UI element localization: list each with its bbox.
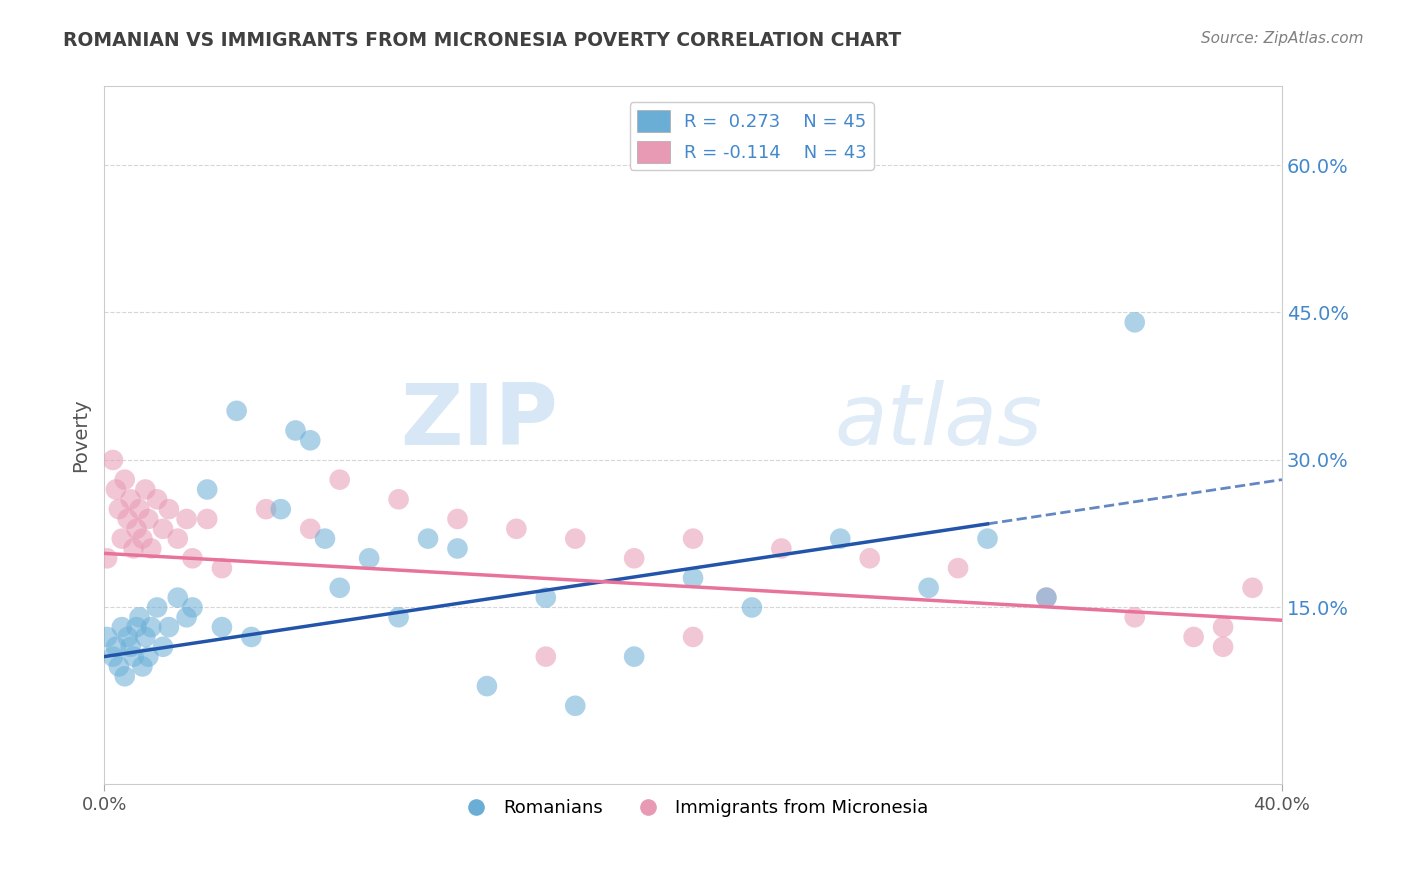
Point [134,483,156,497]
Point [284,424,307,438]
Point [475,679,498,693]
Point [1123,315,1146,329]
Point [141,541,163,556]
Point [122,649,145,664]
Point [152,522,174,536]
Point [387,610,409,624]
Point [505,522,527,536]
Point [682,571,704,585]
Point [120,640,142,654]
Point [254,502,277,516]
Point [976,532,998,546]
Point [299,434,322,448]
Point [146,600,169,615]
Point [152,640,174,654]
Point [859,551,882,566]
Point [125,620,148,634]
Point [359,551,381,566]
Point [195,483,218,497]
Point [136,649,159,664]
Point [181,551,204,566]
Point [446,541,468,556]
Point [946,561,969,575]
Point [1035,591,1057,605]
Point [128,610,150,624]
Point [917,581,939,595]
Point [564,698,586,713]
Point [131,659,153,673]
Point [101,649,124,664]
Legend: Romanians, Immigrants from Micronesia: Romanians, Immigrants from Micronesia [451,792,935,824]
Point [329,473,352,487]
Point [314,532,336,546]
Text: Source: ZipAtlas.com: Source: ZipAtlas.com [1201,31,1364,46]
Point [104,640,127,654]
Point [534,591,557,605]
Text: ZIP: ZIP [399,380,558,463]
Point [181,600,204,615]
Point [96,630,118,644]
Point [1212,620,1234,634]
Point [387,492,409,507]
Point [623,649,645,664]
Point [176,610,198,624]
Point [564,532,586,546]
Point [623,551,645,566]
Point [108,502,131,516]
Point [108,659,131,673]
Point [166,591,188,605]
Point [1212,640,1234,654]
Point [770,541,793,556]
Point [125,522,148,536]
Point [157,502,180,516]
Point [120,492,142,507]
Point [682,532,704,546]
Point [446,512,468,526]
Point [240,630,263,644]
Point [117,630,139,644]
Point [157,620,180,634]
Point [682,630,704,644]
Point [416,532,439,546]
Point [111,532,134,546]
Point [114,669,136,683]
Point [104,483,127,497]
Point [211,620,233,634]
Point [1035,591,1057,605]
Point [141,620,163,634]
Text: ROMANIAN VS IMMIGRANTS FROM MICRONESIA POVERTY CORRELATION CHART: ROMANIAN VS IMMIGRANTS FROM MICRONESIA P… [63,31,901,50]
Point [136,512,159,526]
Point [1182,630,1205,644]
Point [195,512,218,526]
Point [131,532,153,546]
Point [329,581,352,595]
Point [134,630,156,644]
Point [146,492,169,507]
Point [830,532,852,546]
Point [741,600,763,615]
Point [299,522,322,536]
Point [111,620,134,634]
Point [101,453,124,467]
Point [96,551,118,566]
Point [166,532,188,546]
Point [114,473,136,487]
Point [128,502,150,516]
Point [534,649,557,664]
Text: atlas: atlas [834,380,1042,463]
Point [1123,610,1146,624]
Point [176,512,198,526]
Point [117,512,139,526]
Point [270,502,292,516]
Point [211,561,233,575]
Point [1241,581,1264,595]
Point [225,404,247,418]
Y-axis label: Poverty: Poverty [72,399,90,472]
Point [122,541,145,556]
